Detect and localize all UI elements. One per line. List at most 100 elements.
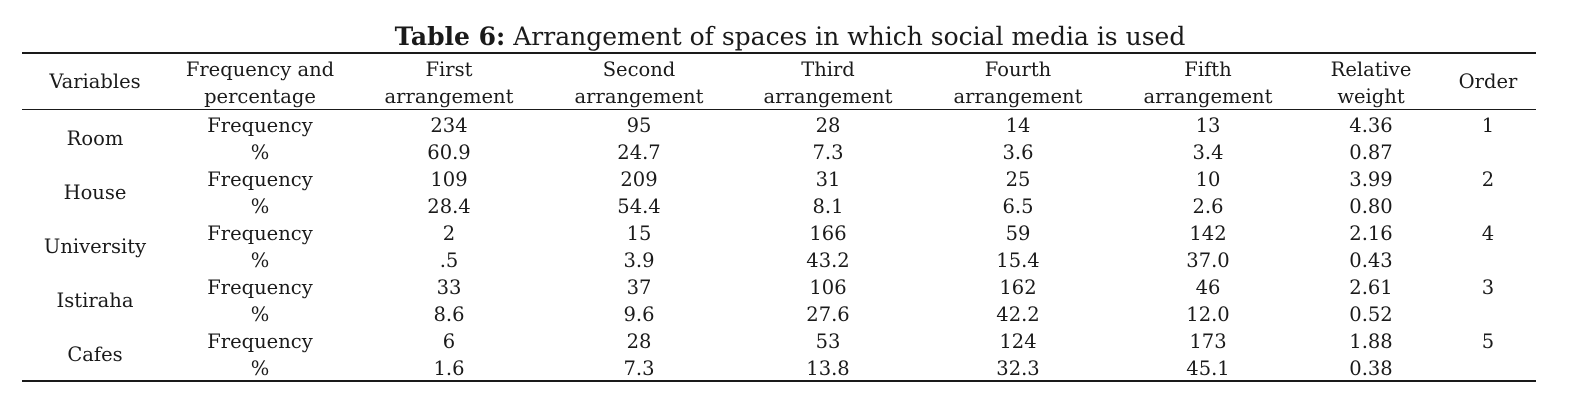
table-cell: 28 — [815, 114, 841, 137]
relative-weight-cell: 0.43 — [1349, 249, 1393, 272]
row-label-percent: % — [250, 249, 270, 272]
table-bottom-rule — [22, 380, 1536, 382]
table-cell: 28.4 — [427, 195, 471, 218]
relative-weight-cell: 1.88 — [1349, 330, 1393, 353]
table-cell: 106 — [809, 276, 847, 299]
table-cell: 124 — [999, 330, 1037, 353]
table-cell: 162 — [999, 276, 1037, 299]
table-cell: 13 — [1195, 114, 1221, 137]
table-cell: 37.0 — [1186, 249, 1230, 272]
table-cell: 3.6 — [1002, 141, 1034, 164]
table-cell: 7.3 — [623, 357, 655, 380]
table-cell: 2.6 — [1192, 195, 1224, 218]
order-cell: 1 — [1481, 114, 1495, 137]
row-label-frequency: Frequency — [207, 168, 313, 191]
table-cell: 2 — [442, 222, 456, 245]
table-cell: 15.4 — [996, 249, 1040, 272]
header-fifth-arrangement: Fifth arrangement — [1108, 56, 1308, 110]
table-cell: 7.3 — [812, 141, 844, 164]
header-third-line-2: arrangement — [763, 85, 893, 108]
row-label-frequency: Frequency — [207, 330, 313, 353]
table-cell: 24.7 — [617, 141, 661, 164]
table-cell: 13.8 — [806, 357, 850, 380]
header-fourth-arrangement: Fourth arrangement — [918, 56, 1118, 110]
table-cell: 31 — [815, 168, 841, 191]
table-cell: 3.4 — [1192, 141, 1224, 164]
table-cell: 59 — [1005, 222, 1031, 245]
table-cell: 173 — [1189, 330, 1227, 353]
table-cell: 46 — [1195, 276, 1221, 299]
table-cell: 10 — [1195, 168, 1221, 191]
table-cell: .5 — [439, 249, 459, 272]
header-third-arrangement: Third arrangement — [728, 56, 928, 110]
table-cell: 95 — [626, 114, 652, 137]
header-relative-weight-line-2: weight — [1337, 85, 1405, 108]
header-relative-weight-line-1: Relative — [1330, 58, 1412, 81]
table-cell: 142 — [1189, 222, 1227, 245]
table-cell: 6 — [442, 330, 456, 353]
table-cell: 166 — [809, 222, 847, 245]
table-cell: 27.6 — [806, 303, 850, 326]
table-cell: 37 — [626, 276, 652, 299]
row-label-percent: % — [250, 303, 270, 326]
table-cell: 209 — [620, 168, 658, 191]
table-cell: 42.2 — [996, 303, 1040, 326]
table-cell: 6.5 — [1002, 195, 1034, 218]
table-cell: 8.1 — [812, 195, 844, 218]
header-order: Order — [1458, 70, 1518, 93]
table-cell: 8.6 — [433, 303, 465, 326]
relative-weight-cell: 0.38 — [1349, 357, 1393, 380]
row-label-percent: % — [250, 195, 270, 218]
header-frequency-percentage: Frequency and percentage — [160, 56, 360, 110]
order-cell: 2 — [1481, 168, 1495, 191]
header-frequency-percentage-line-1: Frequency and — [185, 58, 335, 81]
header-frequency-percentage-line-2: percentage — [204, 85, 316, 108]
variable-name-istiraha: Istiraha — [56, 289, 134, 312]
table-cell: 33 — [436, 276, 462, 299]
relative-weight-cell: 3.99 — [1349, 168, 1393, 191]
table-caption-label: Table 6: — [394, 22, 506, 51]
header-third-line-1: Third — [801, 58, 855, 81]
table-cell: 234 — [430, 114, 468, 137]
row-label-frequency: Frequency — [207, 222, 313, 245]
table-cell: 14 — [1005, 114, 1031, 137]
order-cell: 3 — [1481, 276, 1495, 299]
relative-weight-cell: 0.52 — [1349, 303, 1393, 326]
variable-name-university: University — [43, 235, 147, 258]
relative-weight-cell: 0.87 — [1349, 141, 1393, 164]
table-cell: 60.9 — [427, 141, 471, 164]
variable-name-house: House — [63, 181, 127, 204]
row-label-percent: % — [250, 357, 270, 380]
relative-weight-cell: 4.36 — [1349, 114, 1393, 137]
table-cell: 109 — [430, 168, 468, 191]
header-first-line-2: arrangement — [384, 85, 514, 108]
table-cell: 9.6 — [623, 303, 655, 326]
table-cell: 45.1 — [1186, 357, 1230, 380]
row-label-frequency: Frequency — [207, 114, 313, 137]
header-relative-weight: Relative weight — [1271, 56, 1471, 110]
table-cell: 28 — [626, 330, 652, 353]
table-cell: 54.4 — [617, 195, 661, 218]
table-cell: 1.6 — [433, 357, 465, 380]
table-cell: 43.2 — [806, 249, 850, 272]
table-cell: 53 — [815, 330, 841, 353]
order-cell: 4 — [1481, 222, 1495, 245]
header-second-arrangement: Second arrangement — [539, 56, 739, 110]
table-caption: Table 6: Arrangement of spaces in which … — [0, 20, 1580, 54]
table-cell: 15 — [626, 222, 652, 245]
row-label-percent: % — [250, 141, 270, 164]
variable-name-cafes: Cafes — [67, 343, 123, 366]
relative-weight-cell: 2.61 — [1349, 276, 1393, 299]
variable-name-room: Room — [66, 127, 124, 150]
header-fourth-line-2: arrangement — [953, 85, 1083, 108]
header-fifth-line-1: Fifth — [1184, 58, 1232, 81]
header-fifth-line-2: arrangement — [1143, 85, 1273, 108]
table-cell: 32.3 — [996, 357, 1040, 380]
header-first-line-1: First — [425, 58, 473, 81]
table-cell: 12.0 — [1186, 303, 1230, 326]
order-cell: 5 — [1481, 330, 1495, 353]
header-fourth-line-1: Fourth — [984, 58, 1052, 81]
relative-weight-cell: 0.80 — [1349, 195, 1393, 218]
header-second-line-1: Second — [602, 58, 676, 81]
table-top-rule — [22, 52, 1536, 54]
